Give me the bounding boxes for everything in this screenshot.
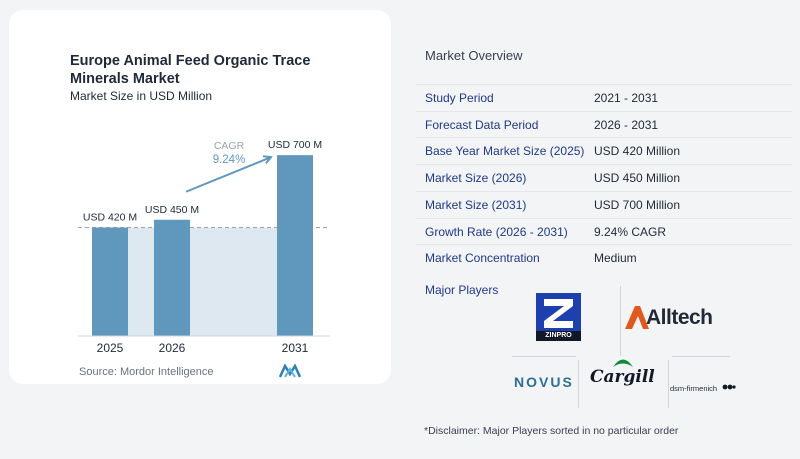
overview-row-value: Medium xyxy=(594,251,637,266)
overview-row-label: Market Size (2031) xyxy=(425,197,527,212)
data-label: USD 420 M xyxy=(83,212,137,224)
alltech-text: Alltech xyxy=(646,306,713,329)
x-tick-label: 2025 xyxy=(97,341,124,355)
overview-row: Growth Rate (2026 - 2031) 9.24% CAGR xyxy=(416,217,792,244)
overview-row: Forecast Data Period 2026 - 2031 xyxy=(416,110,792,137)
grid-divider xyxy=(578,360,579,408)
cagr-arrow xyxy=(185,156,272,193)
overview-row-label: Forecast Data Period xyxy=(425,117,539,132)
alltech-a-icon xyxy=(625,306,649,329)
overview-row-label: Base Year Market Size (2025) xyxy=(425,144,585,159)
overview-row: Market Size (2026) USD 450 Million xyxy=(416,164,792,190)
cargill-leaf-icon xyxy=(613,359,633,367)
overview-row-value: 2026 - 2031 xyxy=(594,117,659,132)
overview-row: Base Year Market Size (2025) USD 420 Mill… xyxy=(416,137,792,163)
overview-row-value: USD 700 Million xyxy=(594,197,681,212)
cagr-value: 9.24% xyxy=(213,154,246,166)
overview-row-label: Growth Rate (2026 - 2031) xyxy=(425,224,568,239)
cargill-logo: Cargill xyxy=(587,356,659,394)
cargill-text: Cargill xyxy=(590,367,655,387)
market-size-chart: USD 420 M 2025 USD 450 M 2026 USD 700 M 2031 C… xyxy=(78,139,330,355)
bar-2025 xyxy=(92,227,128,336)
bar-2026 xyxy=(154,219,190,336)
dsm-firmenich-logo: dsm-firmenich xyxy=(670,378,736,396)
chart-subtitle: Market Size in USD Million xyxy=(70,89,213,103)
zinpro-logo: ZINPRO xyxy=(536,293,581,341)
x-tick-label: 2031 xyxy=(282,341,309,355)
zinpro-text: ZINPRO xyxy=(545,332,572,339)
data-label: USD 450 M xyxy=(145,204,199,216)
zinpro-logo-icon xyxy=(536,293,581,341)
chart-title-line2: Minerals Market xyxy=(70,71,180,87)
chart-title: Europe Animal Feed Organic Trace Mineral… xyxy=(70,52,370,88)
overview-row: Study Period 2021 - 2031 xyxy=(416,84,792,110)
dsm-dots-icon xyxy=(722,384,736,390)
overview-row-label: Market Concentration xyxy=(425,251,540,266)
disclaimer-text: *Disclaimer: Major Players sorted in no … xyxy=(424,425,679,437)
dsm-firmenich-text: dsm-firmenich xyxy=(670,384,718,393)
overview-row-value: USD 420 Million xyxy=(594,144,681,159)
overview-row-label: Market Size (2026) xyxy=(425,171,527,186)
bar-2031 xyxy=(277,155,313,336)
grid-divider xyxy=(668,360,669,408)
grid-divider xyxy=(620,286,621,356)
grid-divider xyxy=(672,356,730,357)
overview-row: Market Size (2031) USD 700 Million xyxy=(416,190,792,217)
overview-row-label: Study Period xyxy=(425,91,494,105)
overview-row: Market Concentration Medium xyxy=(416,244,792,270)
novus-logo: NOVUS xyxy=(514,374,574,390)
x-tick-label: 2026 xyxy=(159,341,186,355)
grid-divider xyxy=(512,356,576,357)
cagr-label: CAGR xyxy=(214,140,245,152)
overview-title: Market Overview xyxy=(425,48,523,63)
major-players-label: Major Players xyxy=(425,283,499,297)
data-label: USD 700 M xyxy=(268,139,322,151)
overview-row-value: USD 450 Million xyxy=(594,171,681,186)
chart-title-line1: Europe Animal Feed Organic Trace xyxy=(70,53,311,69)
mordor-logo-icon xyxy=(279,364,301,378)
growth-band xyxy=(128,227,277,336)
cagr-arrowhead xyxy=(262,155,273,164)
overview-row-value: 2021 - 2031 xyxy=(594,91,659,105)
source-text: Source: Mordor Intelligence xyxy=(79,366,214,378)
overview-row-value: 9.24% CAGR xyxy=(594,224,667,239)
